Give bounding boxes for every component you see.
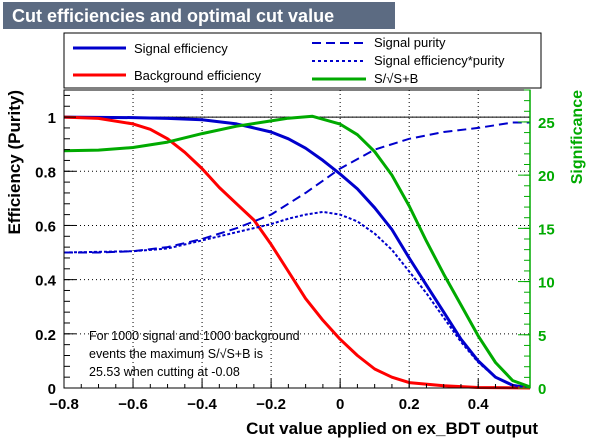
series-line-0: [63, 115, 531, 390]
annotation: For 1000 signal and 1000 background even…: [89, 329, 300, 379]
legend-label-signal-purity: Signal purity: [374, 35, 446, 50]
y2-tick-label: 0: [538, 381, 546, 398]
annotation-line-3: 25.53 when cutting at -0.08: [89, 365, 240, 379]
annotation-line-1: For 1000 signal and 1000 background: [89, 329, 300, 343]
legend-label-signal-eff-purity: Signal efficiency*purity: [374, 53, 505, 68]
legend-box: [63, 32, 542, 89]
legend-label-significance: S/√S+B: [374, 71, 418, 86]
legend-label-signal-efficiency: Signal efficiency: [134, 41, 228, 56]
title-box: [3, 2, 395, 29]
curves: [63, 114, 531, 390]
x-tick-label: −0.4: [187, 396, 217, 413]
y-tick-label: 0.6: [35, 218, 56, 235]
y-tick-label: 0.2: [35, 327, 56, 344]
x-axis-title: Cut value applied on ex_BDT output: [246, 419, 538, 438]
y-tick-label: 1: [48, 110, 56, 127]
y-axis-title: Efficiency (Purity): [5, 90, 24, 235]
x-tick-label: −0.6: [118, 396, 148, 413]
y-tick-label: 0.4: [35, 273, 57, 290]
x-tick-label: −0.2: [256, 396, 286, 413]
chart-title: Cut efficiencies and optimal cut value: [12, 6, 334, 26]
legend-label-background-efficiency: Background efficiency: [134, 68, 261, 83]
y2-tick-label: 15: [538, 221, 555, 238]
series-line-2: [64, 121, 530, 254]
series-line-4: [63, 114, 531, 389]
y-tick-label: 0: [48, 381, 56, 398]
y2-tick-label: 5: [538, 328, 546, 345]
y2-tick-label: 25: [538, 115, 555, 132]
series-line-3: [63, 210, 531, 389]
plot-area: [64, 90, 530, 388]
y-tick-label: 0.8: [35, 164, 56, 181]
x-tick-label: 0.2: [399, 396, 420, 413]
legend: Signal efficiency Background efficiency …: [63, 32, 542, 89]
x-tick-label: −0.8: [49, 396, 79, 413]
y2-tick-label: 20: [538, 168, 555, 185]
series-line-1: [63, 115, 531, 390]
x-tick-label: 0: [336, 396, 344, 413]
y2-axis-title: Significance: [569, 90, 586, 184]
y2-tick-label: 10: [538, 275, 555, 292]
annotation-line-2: events the maximum S/√S+B is: [89, 347, 263, 361]
axes: −0.8 −0.6 −0.4 −0.2 0 0.2 0.400.20.40.60.81051…: [35, 89, 555, 413]
x-tick-label: 0.4: [468, 396, 490, 413]
